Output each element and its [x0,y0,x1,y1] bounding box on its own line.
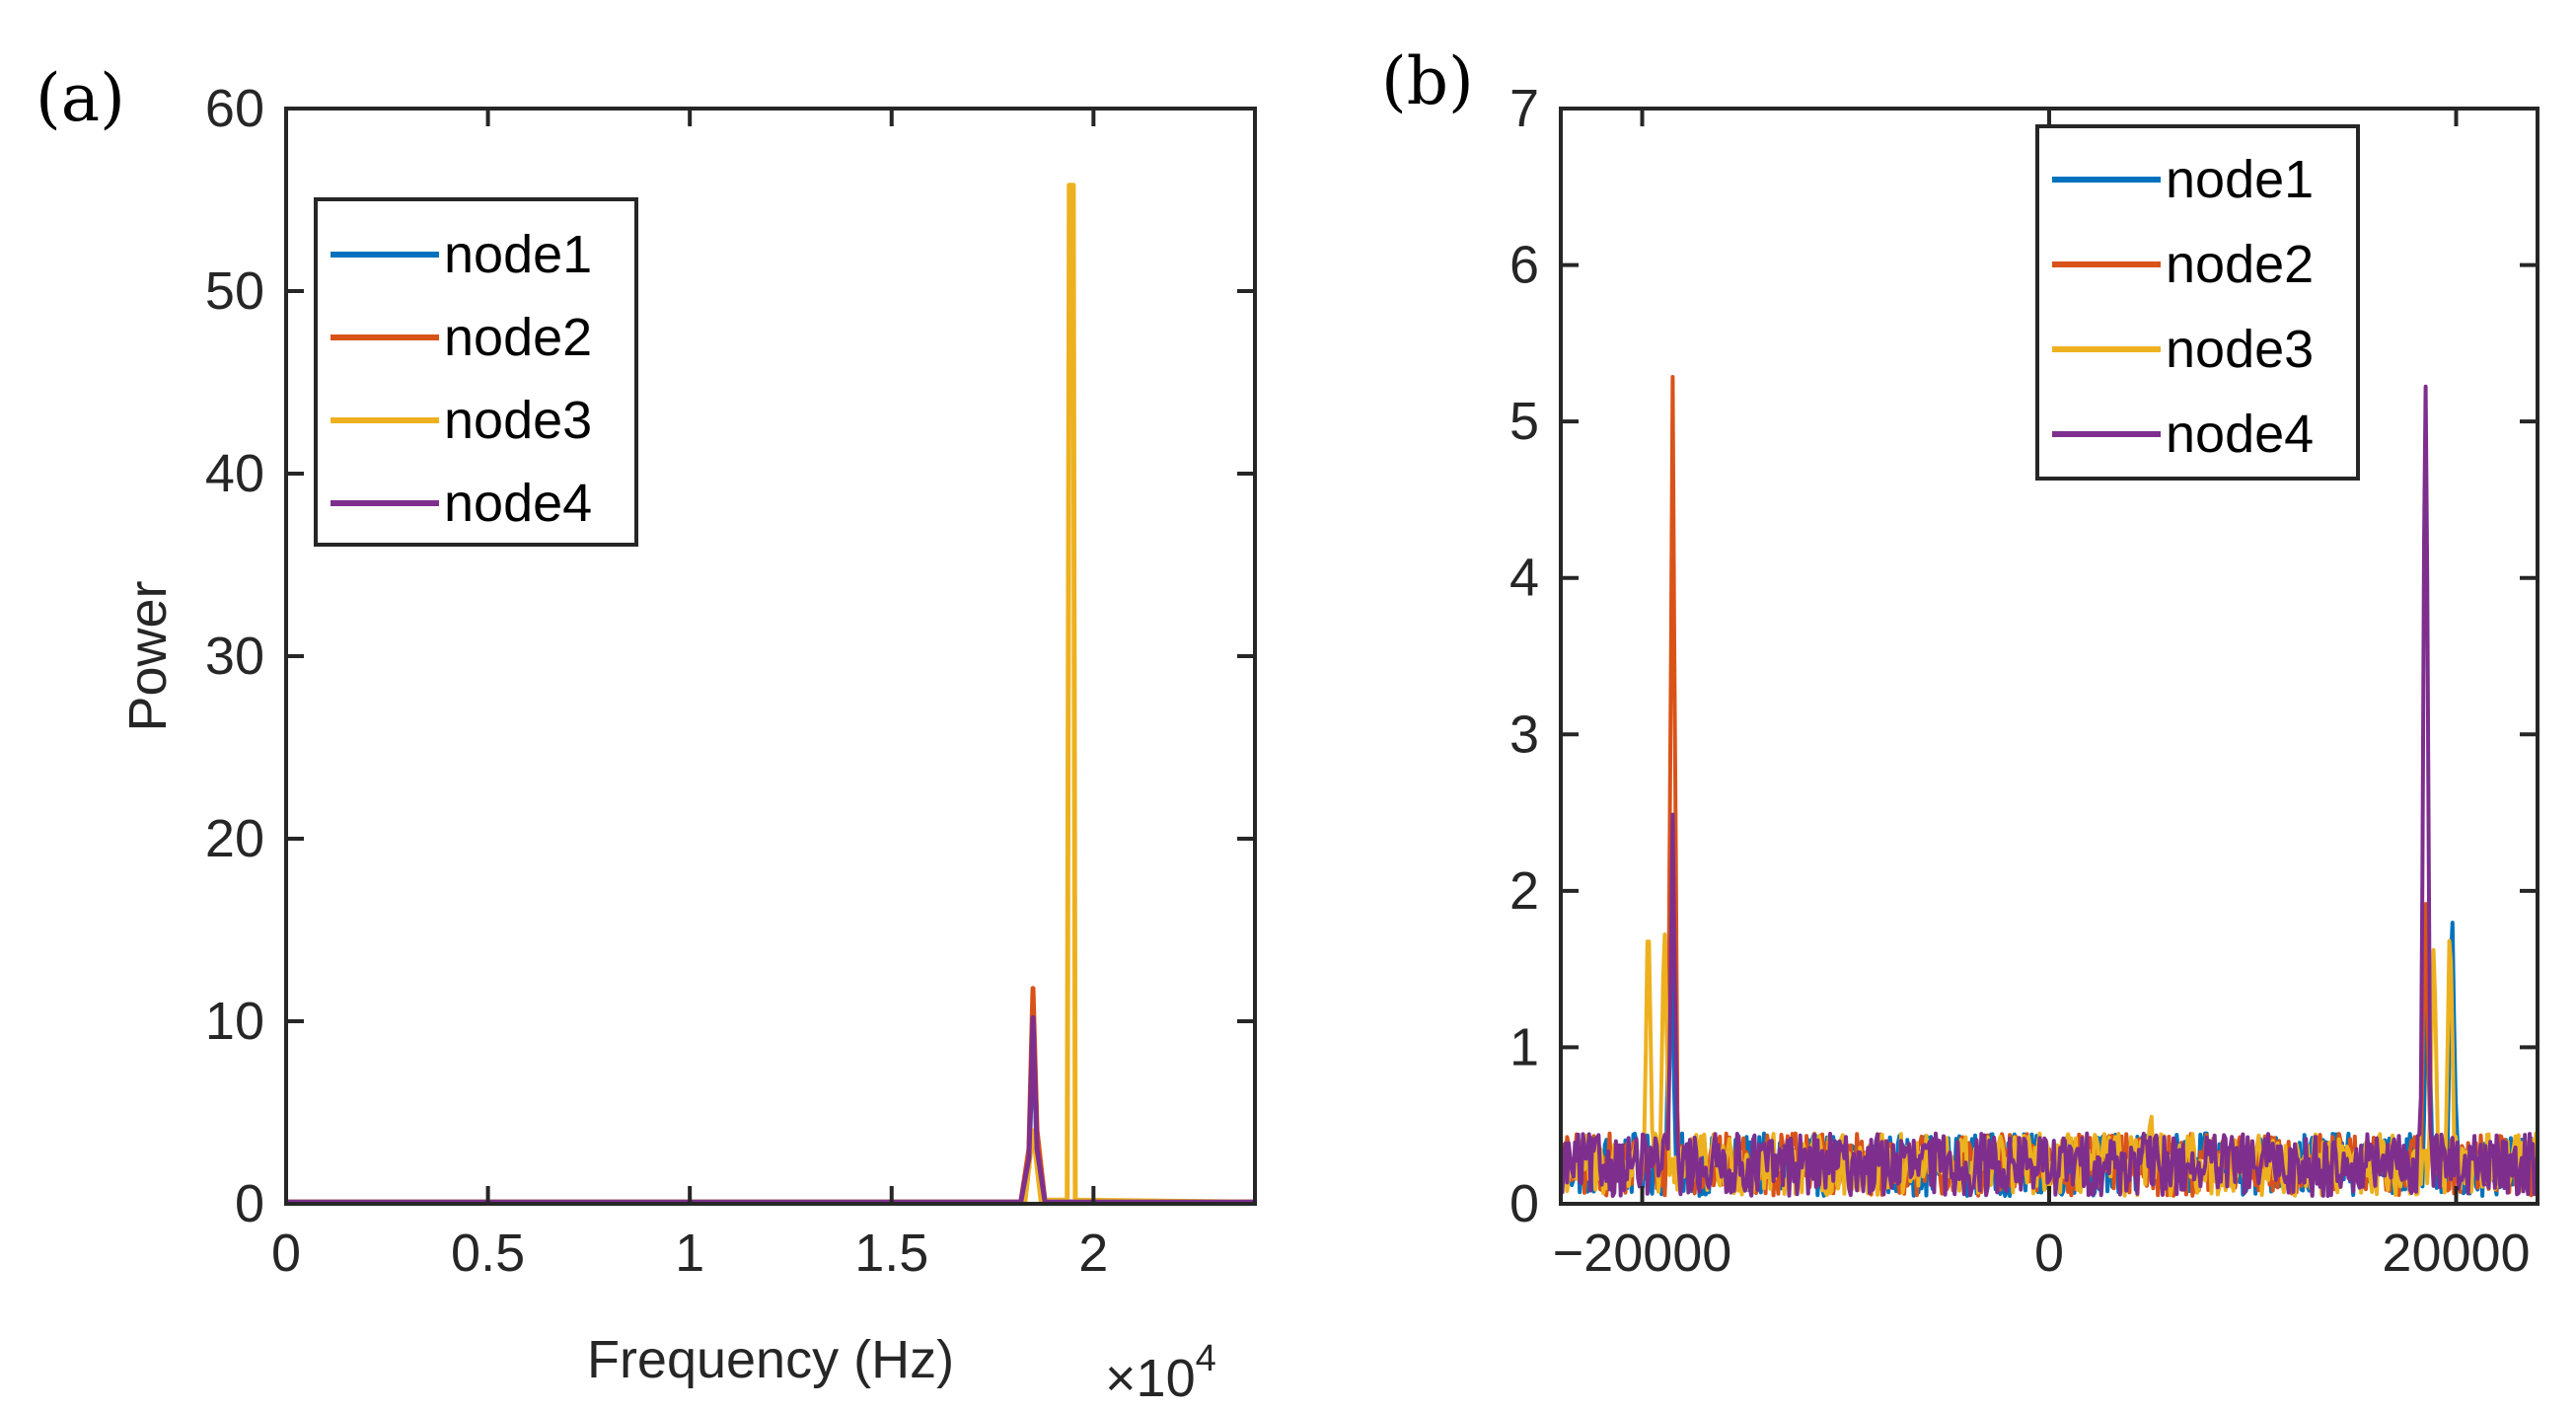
panel-a-legend: node1 node2 node3 node4 [314,197,638,547]
panel-b-legend-label-node4: node4 [2166,405,2314,464]
panel-a-label: (a) [36,60,125,136]
panel-a-legend-label-node3: node3 [444,391,592,450]
panel-a-x-tick-label: 0 [271,1224,301,1283]
panel-b-legend: node1 node2 node3 node4 [2035,124,2360,481]
panel-a-legend-label-node1: node1 [444,225,592,284]
panel-b-y-tick-label: 3 [1509,705,1539,764]
panel-b-legend-label-node2: node2 [2166,235,2314,294]
panel-b-legend-label-node3: node3 [2166,320,2314,379]
panel-b-axes-box [1559,107,2539,1206]
panel-b-x-tick-label: 0 [2034,1224,2064,1283]
panel-a-legend-label-node2: node2 [444,308,592,367]
panel-a-x-exponent-power: 4 [1196,1338,1216,1379]
panel-b-x-tick-label: −20000 [1553,1224,1732,1283]
panel-b-y-tick-label: 2 [1509,861,1539,921]
panel-a-y-tick-label: 30 [205,627,264,686]
panel-b-y-tick-label: 6 [1509,236,1539,295]
panel-a-legend-label-node4: node4 [444,474,592,533]
panel-b-y-tick-label: 4 [1509,549,1539,608]
panel-b-y-tick-label: 1 [1509,1017,1539,1077]
panel-a-y-axis-title: Power [118,580,178,731]
panel-a-y-tick-label: 0 [235,1174,264,1233]
panel-a-x-exponent-base: ×10 [1105,1349,1196,1408]
panel-a-y-tick-label: 10 [205,992,264,1051]
panel-a-axes-box [284,107,1257,1206]
panel-b-x-tick-label: 20000 [2382,1224,2530,1283]
panel-b-y-tick-label: 7 [1509,79,1539,138]
panel-a-x-tick-label: 0.5 [451,1224,525,1283]
panel-a-x-tick-label: 2 [1078,1224,1108,1283]
panel-a-y-tick-label: 50 [205,261,264,321]
panel-b-y-tick-label: 0 [1509,1174,1539,1233]
panel-a-x-axis-title: Frequency (Hz) [587,1330,954,1389]
panel-a-y-tick-label: 40 [205,444,264,503]
panel-b-legend-box [2035,124,2360,481]
panel-a-y-tick-label: 60 [205,79,264,138]
panel-a-x-tick-label: 1 [675,1224,704,1283]
panel-a-y-tick-label: 20 [205,809,264,868]
panel-b-legend-label-node1: node1 [2166,150,2314,209]
panel-b-label: (b) [1381,43,1474,119]
panel-b-series-node4 [1559,384,2539,1198]
panel-b-y-tick-label: 5 [1509,392,1539,451]
panel-a-x-exponent: ×104 [1105,1338,1216,1408]
panel-a-x-tick-label: 1.5 [854,1224,928,1283]
